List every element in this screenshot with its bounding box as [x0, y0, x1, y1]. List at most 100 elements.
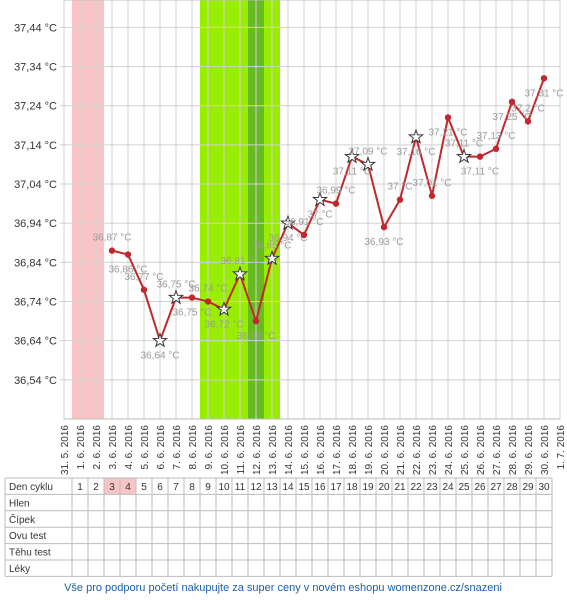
- point: [108, 247, 116, 254]
- day-number: 28: [506, 482, 518, 493]
- x-tick-label: 17. 6. 2016: [332, 425, 343, 475]
- day-number: 1: [77, 482, 83, 493]
- star-marker: [167, 289, 185, 305]
- point: [540, 75, 548, 82]
- temperature-line: [111, 77, 545, 344]
- row-label: Hlen: [9, 498, 30, 509]
- x-tick-label: 23. 6. 2016: [428, 425, 439, 475]
- value-label: 37,2 °C: [511, 103, 544, 114]
- x-tick-label: 10. 6. 2016: [220, 425, 231, 475]
- y-tick-label: 36,94 °C: [14, 218, 57, 230]
- value-label: 37 °C: [387, 182, 412, 193]
- x-tick-label: 26. 6. 2016: [476, 425, 487, 475]
- x-tick-label: 9. 6. 2016: [204, 425, 215, 470]
- x-tick-label: 8. 6. 2016: [188, 425, 199, 470]
- point: [188, 294, 196, 301]
- row-label: Ovu test: [9, 531, 46, 542]
- value-label: 36,87 °C: [92, 233, 131, 244]
- point: [428, 192, 436, 199]
- value-label: 37,25 °C: [492, 112, 531, 123]
- star-marker: [151, 332, 169, 348]
- value-label: 36,77 °C: [124, 272, 163, 283]
- value-label: 36,94 °C: [268, 233, 307, 244]
- value-label: 37,01 °C: [412, 178, 451, 189]
- period-band: [72, 0, 104, 419]
- value-label: 37,16 °C: [396, 147, 435, 158]
- day-number: 30: [538, 482, 550, 493]
- x-tick-label: 5. 6. 2016: [140, 425, 151, 470]
- value-label: 36,81 °C: [220, 256, 259, 267]
- y-tick-label: 36,74 °C: [14, 297, 57, 309]
- star-marker: [343, 148, 361, 164]
- day-number: 14: [282, 482, 294, 493]
- x-tick-label: 11. 6. 2016: [236, 425, 247, 475]
- point: [300, 231, 308, 239]
- day-number: 2: [93, 482, 99, 493]
- day-number: 24: [442, 482, 454, 493]
- value-label: 36,91 °C: [284, 217, 323, 228]
- x-tick-label: 25. 6. 2016: [460, 425, 471, 475]
- day-number: 10: [218, 482, 230, 493]
- day-number: 6: [157, 482, 163, 493]
- day-number: 13: [266, 482, 278, 493]
- value-label: 36,93 °C: [364, 237, 403, 248]
- x-tick-label: 15. 6. 2016: [300, 425, 311, 475]
- shop-link[interactable]: Vše pro podporu početí nakupujte za supe…: [64, 582, 502, 594]
- point: [396, 196, 404, 203]
- value-label: 36,75 °C: [172, 308, 211, 319]
- day-number: 3: [109, 482, 115, 493]
- point: [492, 145, 500, 153]
- x-tick-label: 1. 6. 2016: [76, 425, 87, 470]
- x-tick-label: 30. 6. 2016: [540, 425, 551, 475]
- day-number: 21: [394, 482, 406, 493]
- x-tick-label: 22. 6. 2016: [412, 425, 423, 475]
- star-marker: [263, 249, 281, 266]
- x-tick-label: 1. 7. 2016: [556, 425, 567, 470]
- star-marker: [311, 191, 329, 207]
- x-tick-label: 20. 6. 2016: [380, 425, 391, 475]
- y-tick-label: 37,34 °C: [14, 62, 57, 74]
- star-marker: [455, 148, 473, 164]
- value-label: 36,86 °C: [108, 265, 147, 276]
- x-tick-label: 7. 6. 2016: [172, 425, 183, 470]
- period-cell: [104, 478, 120, 495]
- day-number: 7: [173, 482, 179, 493]
- day-number: 18: [346, 482, 358, 493]
- day-number: 27: [490, 482, 502, 493]
- value-label: 37,11 °C: [445, 139, 483, 150]
- star-marker: [279, 214, 297, 231]
- day-number: 20: [378, 482, 390, 493]
- x-tick-label: 16. 6. 2016: [316, 425, 327, 475]
- day-number: 26: [474, 482, 486, 493]
- y-tick-label: 36,84 °C: [14, 257, 57, 269]
- value-label: 37 °C: [307, 210, 332, 221]
- x-tick-label: 29. 6. 2016: [524, 425, 535, 475]
- day-number: 25: [458, 482, 470, 493]
- day-number: 9: [205, 482, 211, 493]
- value-label: 36,64 °C: [140, 351, 179, 362]
- star-marker: [231, 265, 249, 282]
- value-label: 36,85 °C: [252, 240, 291, 251]
- value-label: 36,74 °C: [188, 284, 227, 295]
- value-label: 36,99 °C: [316, 186, 355, 197]
- x-tick-label: 14. 6. 2016: [284, 425, 295, 475]
- value-label: 37,11 °C: [333, 167, 371, 178]
- x-tick-label: 27. 6. 2016: [492, 425, 503, 475]
- x-tick-label: 31. 5. 2016: [60, 425, 71, 475]
- y-tick-label: 37,24 °C: [14, 101, 57, 113]
- value-label: 36,75 °C: [156, 280, 195, 291]
- x-tick-label: 18. 6. 2016: [348, 425, 359, 475]
- day-number: 11: [235, 482, 246, 493]
- day-number: 22: [410, 482, 422, 493]
- star-marker: [359, 155, 377, 172]
- point: [524, 118, 532, 125]
- value-label: 36,69 °C: [236, 331, 275, 342]
- point: [332, 200, 340, 207]
- x-tick-label: 28. 6. 2016: [508, 425, 519, 475]
- x-tick-label: 6. 6. 2016: [156, 425, 167, 470]
- row-label: Den cyklu: [9, 482, 53, 493]
- star-marker: [215, 300, 233, 317]
- point: [252, 317, 260, 325]
- day-number: 29: [522, 482, 534, 493]
